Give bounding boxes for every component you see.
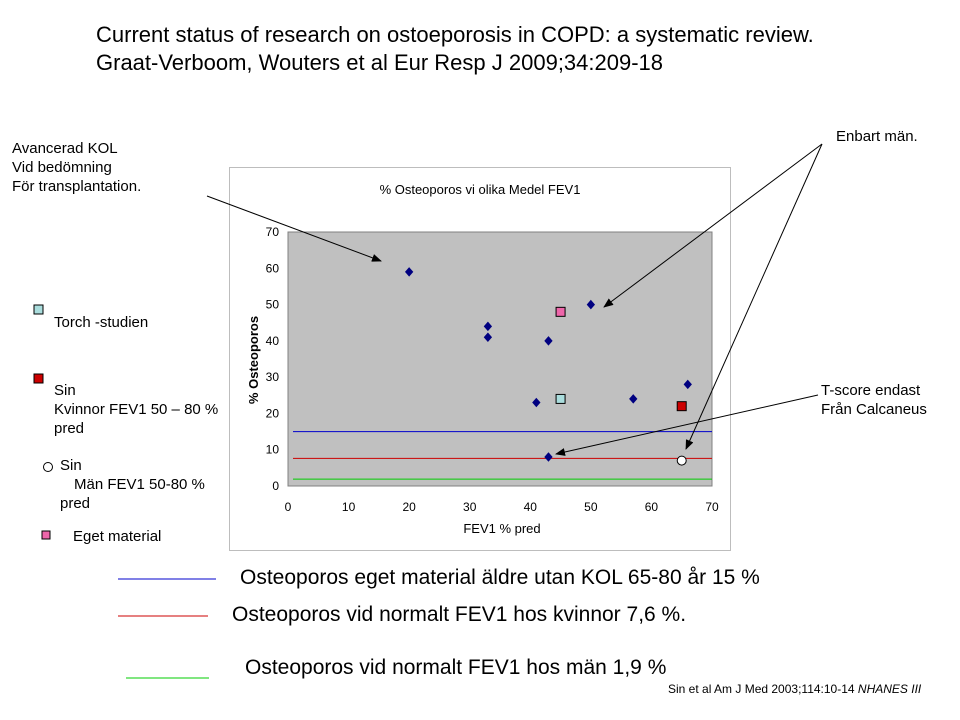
- arrow-tscore: [555, 394, 819, 456]
- data-point: [676, 401, 687, 412]
- legend-own-marker: [41, 530, 51, 540]
- x-tick-label: 10: [342, 500, 356, 514]
- legend-women-marker: [33, 373, 44, 384]
- legend-line: Kvinnor FEV1 50 – 80 %: [54, 401, 219, 418]
- statement-own-material: Osteoporos eget material äldre utan KOL …: [240, 566, 760, 589]
- chart-title: % Osteoporos vi olika Medel FEV1: [380, 182, 581, 197]
- y-tick-label: 30: [266, 370, 280, 384]
- x-tick-label: 60: [645, 500, 659, 514]
- x-tick-label: 30: [463, 500, 477, 514]
- data-point: [532, 397, 541, 408]
- y-tick-label: 10: [266, 443, 280, 457]
- data-point: [544, 336, 553, 346]
- x-tick-label: 50: [584, 500, 598, 514]
- plot-area: [287, 231, 713, 487]
- reference-citation: Sin et al Am J Med 2003;114:10-14 NHANES…: [668, 682, 921, 696]
- legend-torch-label: Torch -studien: [54, 314, 149, 331]
- y-tick-label: 20: [266, 406, 280, 420]
- y-tick-label: 60: [266, 261, 280, 275]
- annotation-tscore: T-score endast Från Calcaneus: [821, 381, 927, 419]
- y-tick-label: 70: [266, 225, 280, 239]
- legend-line: pred: [60, 495, 91, 512]
- arrow-advanced-copd: [206, 195, 382, 262]
- y-tick-label: 50: [266, 298, 280, 312]
- x-tick-label: 70: [705, 500, 719, 514]
- legend-men-label: Sin Män FEV1 50-80 % pred: [60, 456, 205, 513]
- data-point: [555, 306, 566, 317]
- slide-title: Current status of research on ostoeporos…: [96, 22, 814, 47]
- data-point: [404, 267, 414, 277]
- data-point: [676, 455, 687, 466]
- data-point: [629, 394, 638, 404]
- legend-women-label: Sin Kvinnor FEV1 50 – 80 % pred: [54, 381, 218, 438]
- statement-men: Osteoporos vid normalt FEV1 hos män 1,9 …: [245, 656, 667, 679]
- legend-line: pred: [54, 420, 85, 437]
- y-axis-label: % Osteoporos: [246, 316, 261, 404]
- annotation-line: Från Calcaneus: [821, 401, 927, 418]
- x-tick-label: 40: [524, 500, 538, 514]
- arrow-men-only-2: [603, 143, 823, 308]
- x-tick-label: 20: [402, 500, 416, 514]
- annotation-line: T-score endast: [821, 382, 921, 399]
- data-point: [683, 379, 692, 390]
- arrow-men-only-1: [685, 143, 823, 450]
- data-point: [483, 332, 493, 342]
- x-tick-label: 0: [285, 500, 292, 514]
- legend-line: Sin: [54, 382, 76, 399]
- data-point: [586, 299, 596, 310]
- legend-torch-marker: [33, 304, 44, 315]
- annotation-men-only: Enbart män.: [836, 128, 918, 145]
- data-point: [483, 321, 493, 332]
- reference-main: Sin et al Am J Med 2003;114:10-14: [668, 682, 855, 696]
- x-axis-label: FEV1 % pred: [463, 521, 540, 536]
- y-tick-label: 0: [272, 479, 279, 493]
- annotation-line: För transplantation.: [12, 178, 142, 195]
- legend-line: Sin: [60, 457, 82, 474]
- legend-line: Män FEV1 50-80 %: [74, 476, 205, 493]
- annotation-advanced-copd: Avancerad KOL Vid bedömning För transpla…: [12, 139, 141, 196]
- slide-citation: Graat-Verboom, Wouters et al Eur Resp J …: [96, 50, 664, 75]
- annotation-line: Vid bedömning: [12, 159, 112, 176]
- legend-own-label: Eget material: [73, 528, 162, 545]
- y-tick-label: 40: [266, 334, 280, 348]
- statement-women: Osteoporos vid normalt FEV1 hos kvinnor …: [232, 603, 687, 626]
- data-point: [544, 452, 553, 462]
- annotation-line: Avancerad KOL: [12, 140, 118, 157]
- reference-italic: NHANES III: [857, 682, 922, 696]
- legend-men-marker: [43, 462, 53, 472]
- data-point: [555, 393, 566, 404]
